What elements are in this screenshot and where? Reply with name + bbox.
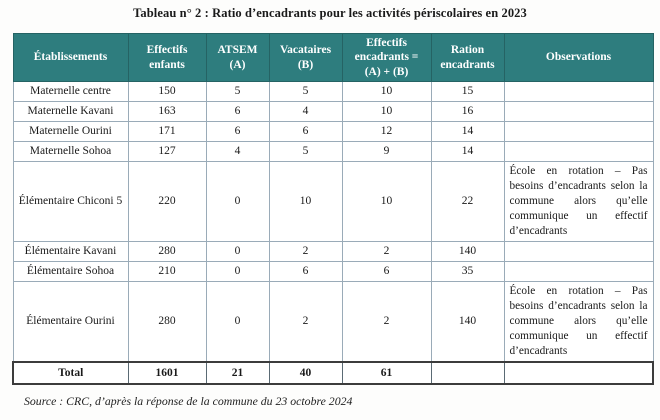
cell-vacataires: 5 xyxy=(268,141,343,163)
cell-etablissement: Élémentaire Kavani xyxy=(12,241,129,263)
cell-etablissement: Élémentaire Sohoa xyxy=(12,261,129,283)
cell-encadrants: 10 xyxy=(341,101,432,123)
cell-effectifs: 163 xyxy=(127,101,207,123)
cell-effectifs: 150 xyxy=(127,81,207,103)
cell-encadrants: 2 xyxy=(341,241,432,263)
header-row: Établissements Effectifs enfants ATSEM (… xyxy=(12,32,654,83)
cell-ration: 35 xyxy=(430,261,505,283)
column-header-observations: Observations xyxy=(503,32,654,83)
cell-atsem: 6 xyxy=(205,121,270,143)
cell-vacataires: 5 xyxy=(268,81,343,103)
cell-observations: École en rotation – Pas besoins d’encadr… xyxy=(503,161,654,243)
cell-vacataires: 6 xyxy=(268,121,343,143)
cell-ration: 14 xyxy=(430,121,505,143)
cell-ration: 140 xyxy=(430,281,505,363)
cell-effectifs: 127 xyxy=(127,141,207,163)
cell-vacataires: 6 xyxy=(268,261,343,283)
table-row: Maternelle Sohoa 127 4 5 9 14 xyxy=(12,141,654,163)
column-header-vacataires: Vacataires (B) xyxy=(268,32,343,83)
cell-ration: 140 xyxy=(430,241,505,263)
cell-total-encadrants: 61 xyxy=(341,361,432,386)
cell-etablissement: Maternelle Ourini xyxy=(12,121,129,143)
cell-atsem: 6 xyxy=(205,101,270,123)
ratio-encadrants-table: Établissements Effectifs enfants ATSEM (… xyxy=(12,32,654,386)
cell-total-effectifs: 1601 xyxy=(127,361,207,386)
cell-vacataires: 2 xyxy=(268,241,343,263)
cell-etablissement: Maternelle centre xyxy=(12,81,129,103)
cell-ration: 16 xyxy=(430,101,505,123)
cell-observations xyxy=(503,261,654,283)
cell-effectifs: 171 xyxy=(127,121,207,143)
cell-atsem: 0 xyxy=(205,261,270,283)
cell-encadrants: 12 xyxy=(341,121,432,143)
cell-observations: École en rotation – Pas besoins d’encadr… xyxy=(503,281,654,363)
cell-atsem: 4 xyxy=(205,141,270,163)
cell-observations xyxy=(503,121,654,143)
cell-encadrants: 9 xyxy=(341,141,432,163)
cell-observations xyxy=(503,81,654,103)
table-row: Maternelle centre 150 5 5 10 15 xyxy=(12,81,654,103)
column-header-ration-encadrants: Ration encadrants xyxy=(430,32,505,83)
cell-observations xyxy=(503,241,654,263)
table-row: Élémentaire Sohoa 210 0 6 6 35 xyxy=(12,261,654,283)
cell-ration: 22 xyxy=(430,161,505,243)
column-header-effectifs-encadrants: Effectifs encadrants = (A) + (B) xyxy=(341,32,432,83)
cell-total-ration xyxy=(430,361,505,386)
cell-effectifs: 220 xyxy=(127,161,207,243)
table-title: Tableau n° 2 : Ratio d’encadrants pour l… xyxy=(133,6,527,20)
cell-vacataires: 10 xyxy=(268,161,343,243)
source-note: Source : CRC, d’après la réponse de la c… xyxy=(24,394,353,408)
cell-vacataires: 4 xyxy=(268,101,343,123)
cell-effectifs: 210 xyxy=(127,261,207,283)
cell-encadrants: 6 xyxy=(341,261,432,283)
cell-effectifs: 280 xyxy=(127,281,207,363)
cell-encadrants: 10 xyxy=(341,161,432,243)
total-row: Total 1601 21 40 61 xyxy=(12,361,654,386)
table-row: Élémentaire Kavani 280 0 2 2 140 xyxy=(12,241,654,263)
cell-etablissement: Élémentaire Ourini xyxy=(12,281,129,363)
cell-observations xyxy=(503,141,654,163)
table-row: Élémentaire Ourini 280 0 2 2 140 École e… xyxy=(12,281,654,363)
cell-total-observations xyxy=(503,361,654,386)
table-row: Maternelle Kavani 163 6 4 10 16 xyxy=(12,101,654,123)
column-header-etablissements: Établissements xyxy=(12,32,129,83)
column-header-effectifs-enfants: Effectifs enfants xyxy=(127,32,207,83)
cell-total-atsem: 21 xyxy=(205,361,270,386)
cell-encadrants: 2 xyxy=(341,281,432,363)
column-header-atsem: ATSEM (A) xyxy=(205,32,270,83)
cell-atsem: 0 xyxy=(205,281,270,363)
cell-atsem: 0 xyxy=(205,161,270,243)
cell-ration: 14 xyxy=(430,141,505,163)
table-row: Maternelle Ourini 171 6 6 12 14 xyxy=(12,121,654,143)
cell-etablissement: Maternelle Sohoa xyxy=(12,141,129,163)
cell-total-vacataires: 40 xyxy=(268,361,343,386)
cell-ration: 15 xyxy=(430,81,505,103)
cell-vacataires: 2 xyxy=(268,281,343,363)
cell-encadrants: 10 xyxy=(341,81,432,103)
cell-atsem: 5 xyxy=(205,81,270,103)
cell-effectifs: 280 xyxy=(127,241,207,263)
cell-total-label: Total xyxy=(12,361,129,386)
table-row: Élémentaire Chiconi 5 220 0 10 10 22 Éco… xyxy=(12,161,654,243)
cell-etablissement: Maternelle Kavani xyxy=(12,101,129,123)
cell-observations xyxy=(503,101,654,123)
cell-atsem: 0 xyxy=(205,241,270,263)
cell-etablissement: Élémentaire Chiconi 5 xyxy=(12,161,129,243)
